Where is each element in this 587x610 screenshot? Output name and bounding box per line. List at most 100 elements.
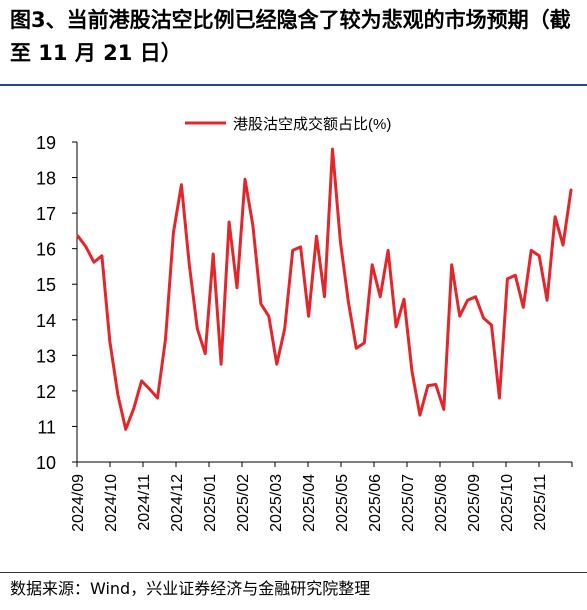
y-tick-label: 12	[36, 382, 56, 402]
x-tick-label: 2025/09	[466, 474, 483, 532]
data-point	[450, 263, 453, 266]
x-tick-label: 2025/03	[268, 474, 285, 532]
data-point	[156, 397, 159, 400]
data-point	[442, 408, 445, 411]
data-point	[307, 315, 310, 318]
y-tick-label: 15	[36, 275, 56, 295]
source-note: 数据来源：Wind，兴业证券经济与金融研究院整理	[10, 579, 371, 598]
x-tick-label: 2025/07	[400, 474, 417, 532]
data-point	[116, 393, 119, 396]
data-point	[220, 363, 223, 366]
y-tick-label: 18	[36, 169, 56, 189]
data-point	[498, 397, 501, 400]
data-point	[546, 299, 549, 302]
data-point	[482, 317, 485, 320]
footer-divider	[0, 572, 587, 573]
x-tick-label: 2025/08	[433, 474, 450, 532]
data-point	[395, 325, 398, 328]
data-point	[204, 352, 207, 355]
data-point	[172, 231, 175, 234]
data-point	[244, 178, 247, 181]
data-point	[474, 295, 477, 298]
data-point	[140, 379, 143, 382]
data-point	[259, 302, 262, 305]
data-point	[339, 240, 342, 243]
x-tick-label: 2025/11	[532, 474, 549, 531]
data-point	[100, 254, 103, 257]
data-point	[92, 261, 95, 264]
data-point	[251, 224, 254, 227]
data-point	[411, 370, 414, 373]
data-point	[77, 235, 80, 238]
data-point	[85, 245, 88, 248]
data-point	[458, 315, 461, 318]
axes	[76, 142, 572, 463]
x-tick-label: 2025/02	[235, 474, 252, 532]
data-point	[275, 363, 278, 366]
y-tick-label: 19	[36, 133, 56, 153]
data-point	[283, 327, 286, 330]
data-point	[562, 244, 565, 247]
x-tick-label: 2025/01	[202, 474, 219, 532]
data-point	[347, 301, 350, 304]
x-tick-label: 2024/10	[103, 474, 120, 532]
data-point	[355, 347, 358, 350]
data-point	[418, 414, 421, 417]
data-point	[228, 221, 231, 224]
data-point	[188, 263, 191, 266]
line-chart: 港股沽空成交额占比(%) 10 11 12 13 14 15 16 17 18 19 2024/0…	[36, 115, 573, 532]
x-tick-label: 2024/12	[169, 474, 186, 532]
data-point	[196, 327, 199, 330]
x-tick-label: 2024/11	[136, 474, 153, 531]
data-point	[530, 249, 533, 252]
series-line	[76, 147, 573, 431]
data-point	[554, 215, 557, 218]
y-tick-label: 16	[36, 240, 56, 260]
data-point	[371, 263, 374, 266]
data-point	[108, 340, 111, 343]
y-tick-label: 11	[37, 417, 56, 437]
data-point	[132, 407, 135, 410]
data-point	[403, 298, 406, 301]
x-tick-label: 2025/05	[334, 474, 351, 532]
data-point	[570, 189, 573, 192]
y-tick-label: 10	[36, 453, 56, 473]
data-point	[506, 277, 509, 280]
data-point	[164, 338, 167, 341]
data-point	[291, 249, 294, 252]
data-point	[434, 383, 437, 386]
data-point	[323, 295, 326, 298]
data-point	[466, 299, 469, 302]
y-axis-ticks: 10 11 12 13 14 15 16 17 18 19	[36, 133, 77, 473]
x-tick-label: 2024/09	[70, 474, 87, 532]
x-tick-label: 2025/04	[301, 474, 318, 532]
plot-area	[76, 147, 573, 431]
title-divider	[0, 84, 587, 86]
data-point	[331, 148, 334, 151]
data-point	[379, 295, 382, 298]
data-point	[522, 306, 525, 309]
data-point	[538, 254, 541, 257]
legend: 港股沽空成交额占比(%)	[185, 115, 391, 133]
x-axis-ticks: 2024/09 2024/10 2024/11 2024/12 2025/01 2025/…	[70, 462, 573, 532]
y-tick-label: 13	[36, 346, 56, 366]
data-point	[426, 384, 429, 387]
legend-label: 港股沽空成交额占比(%)	[233, 115, 391, 133]
data-point	[363, 341, 366, 344]
y-tick-label: 14	[36, 311, 56, 331]
data-point	[490, 324, 493, 327]
data-point	[124, 428, 127, 431]
data-point	[514, 274, 517, 277]
x-tick-label: 2025/06	[367, 474, 384, 532]
y-tick-label: 17	[36, 204, 56, 224]
data-point	[212, 253, 215, 256]
data-point	[180, 183, 183, 186]
data-point	[267, 315, 270, 318]
data-point	[315, 235, 318, 238]
x-tick-label: 2025/10	[499, 474, 516, 532]
data-point	[299, 245, 302, 248]
data-point	[387, 249, 390, 252]
chart-title: 图3、当前港股沽空比例已经隐含了较为悲观的市场预期（截至 11 月 21 日）	[10, 8, 571, 65]
data-point	[236, 286, 239, 289]
data-point	[148, 388, 151, 391]
